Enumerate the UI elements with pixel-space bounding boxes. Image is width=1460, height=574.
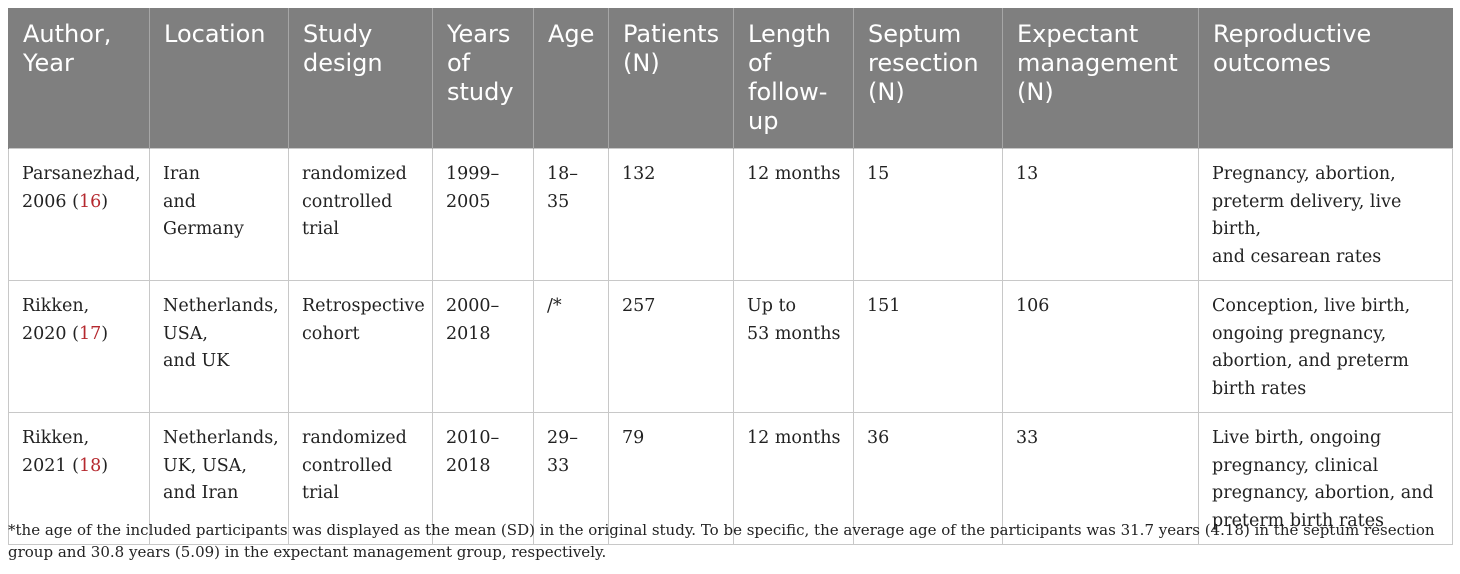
cell-patients: 79: [608, 412, 734, 545]
author-text-close: ): [101, 455, 109, 476]
author-text-close: ): [101, 191, 109, 212]
cell-age: 18– 35: [533, 148, 609, 281]
table-footnote: *the age of the included participants wa…: [8, 521, 1435, 561]
cell-septum-resection: 15: [853, 148, 1003, 281]
reference-link[interactable]: 16: [78, 191, 102, 212]
header-label: Study design: [303, 20, 383, 77]
cell-years: 2010– 2018: [432, 412, 534, 545]
cell-location: Netherlands, UK, USA, and Iran: [149, 412, 289, 545]
cell-septum-resection: 36: [853, 412, 1003, 545]
table-row: Rikken, 2020 (17) Netherlands, USA, and …: [8, 280, 1453, 413]
header-row: Author, Year Location Study design Years…: [8, 8, 1453, 149]
cell-expectant-management: 13: [1002, 148, 1199, 281]
cell-expectant-management: 33: [1002, 412, 1199, 545]
cell-author-year: Rikken, 2021 (18): [8, 412, 150, 545]
author-text: Rikken, 2021 (: [22, 428, 90, 476]
reference-link[interactable]: 17: [78, 323, 102, 344]
header-label: Age: [548, 20, 595, 48]
study-characteristics-table: Author, Year Location Study design Years…: [8, 8, 1453, 545]
cell-septum-resection: 151: [853, 280, 1003, 413]
cell-location: Netherlands, USA, and UK: [149, 280, 289, 413]
header-expectant-management: Expectant management (N): [1002, 8, 1199, 149]
cell-expectant-management: 106: [1002, 280, 1199, 413]
reference-link[interactable]: 18: [78, 455, 102, 476]
header-label: Reproductive outcomes: [1213, 20, 1372, 77]
cell-years: 2000– 2018: [432, 280, 534, 413]
header-label: Patients (N): [623, 20, 720, 77]
author-text: Rikken, 2020 (: [22, 296, 90, 344]
cell-reproductive-outcomes: Conception, live birth, ongoing pregnanc…: [1198, 280, 1453, 413]
table-row: Parsanezhad, 2006 (16) Iran and Germany …: [8, 148, 1453, 281]
cell-follow-up: 12 months: [733, 148, 854, 281]
header-age: Age: [533, 8, 609, 149]
cell-reproductive-outcomes: Pregnancy, abortion, preterm delivery, l…: [1198, 148, 1453, 281]
cell-follow-up: Up to 53 months: [733, 280, 854, 413]
header-label: Expectant management (N): [1017, 20, 1178, 106]
header-label: Length of follow- up: [748, 20, 831, 135]
header-patients: Patients (N): [608, 8, 734, 149]
table-row: Rikken, 2021 (18) Netherlands, UK, USA, …: [8, 412, 1453, 545]
header-label: Years of study: [447, 20, 514, 106]
cell-author-year: Parsanezhad, 2006 (16): [8, 148, 150, 281]
header-location: Location: [149, 8, 289, 149]
header-follow-up: Length of follow- up: [733, 8, 854, 149]
cell-author-year: Rikken, 2020 (17): [8, 280, 150, 413]
header-years-of-study: Years of study: [432, 8, 534, 149]
header-septum-resection: Septum resection (N): [853, 8, 1003, 149]
cell-patients: 132: [608, 148, 734, 281]
header-label: Septum resection (N): [868, 20, 979, 106]
cell-study-design: Retrospective cohort: [288, 280, 433, 413]
cell-reproductive-outcomes: Live birth, ongoing pregnancy, clinical …: [1198, 412, 1453, 545]
cell-age: /*: [533, 280, 609, 413]
header-study-design: Study design: [288, 8, 433, 149]
study-table-container: Author, Year Location Study design Years…: [8, 8, 1453, 545]
author-text-close: ): [101, 323, 109, 344]
cell-location: Iran and Germany: [149, 148, 289, 281]
header-label: Location: [164, 20, 266, 48]
header-author-year: Author, Year: [8, 8, 150, 149]
header-label: Author, Year: [23, 20, 112, 77]
header-reproductive-outcomes: Reproductive outcomes: [1198, 8, 1453, 149]
author-text: Parsanezhad, 2006 (: [22, 164, 141, 212]
cell-study-design: randomized controlled trial: [288, 148, 433, 281]
cell-patients: 257: [608, 280, 734, 413]
cell-years: 1999– 2005: [432, 148, 534, 281]
